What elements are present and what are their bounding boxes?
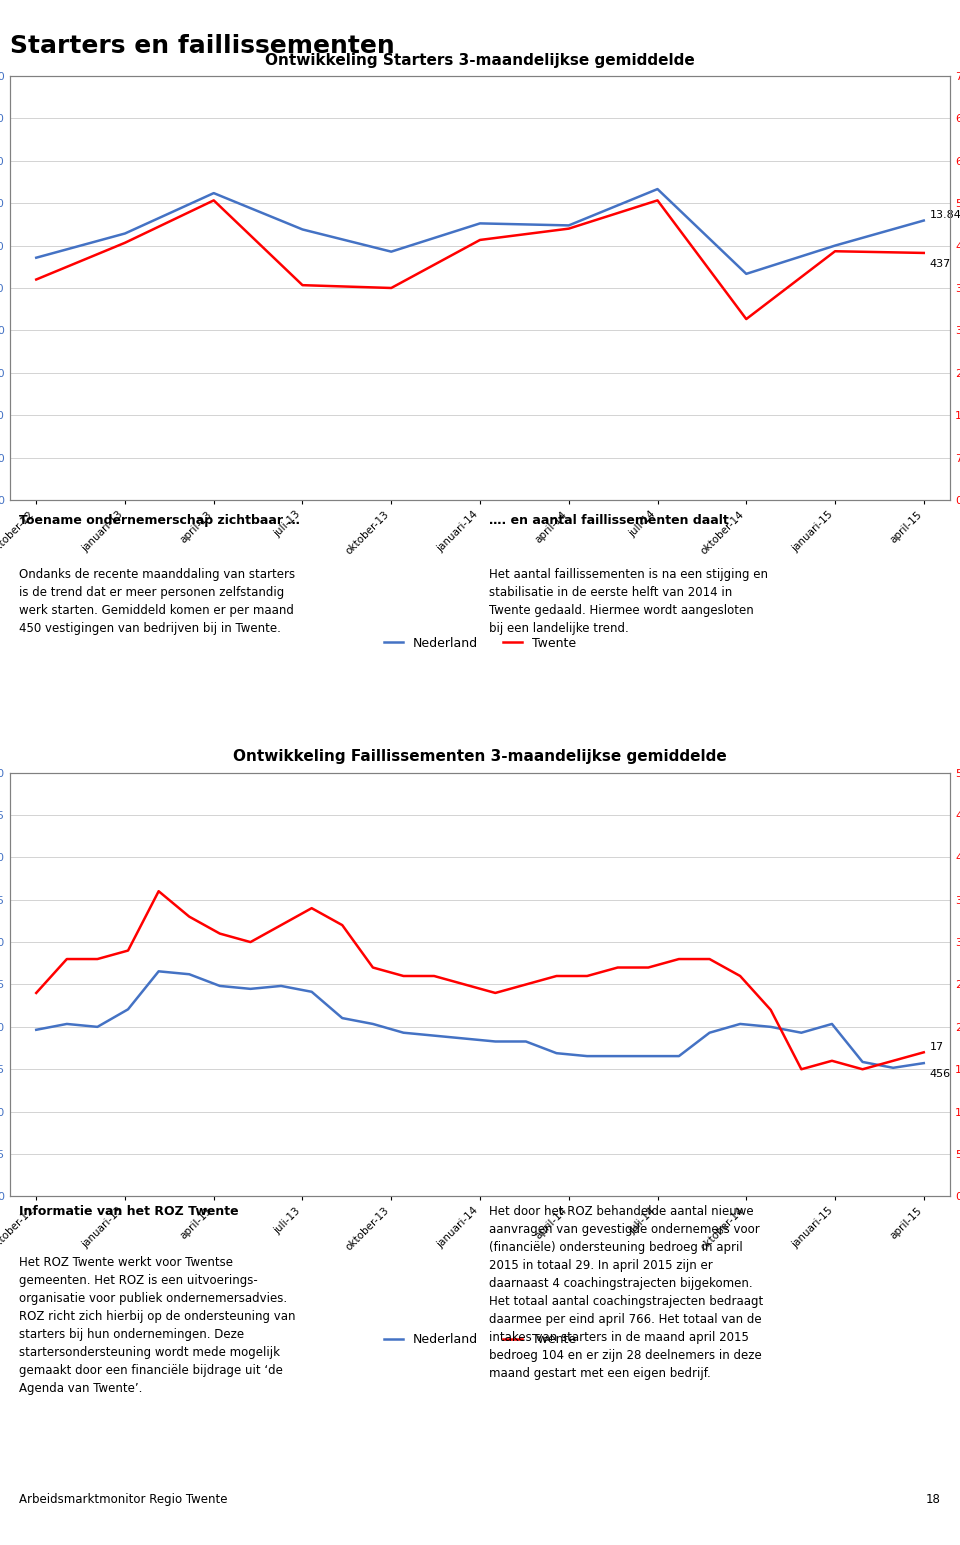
Text: Het aantal faillissementen is na een stijging en
stabilisatie in de eerste helft: Het aantal faillissementen is na een sti…: [490, 569, 768, 635]
Text: 13.842: 13.842: [929, 210, 960, 219]
Text: 18: 18: [926, 1492, 941, 1506]
Text: Arbeidsmarktmonitor Regio Twente: Arbeidsmarktmonitor Regio Twente: [19, 1492, 228, 1506]
Legend: Nederland, Twente: Nederland, Twente: [379, 1329, 581, 1352]
Text: 437: 437: [929, 260, 950, 269]
Title: Ontwikkeling Starters 3-maandelijkse gemiddelde: Ontwikkeling Starters 3-maandelijkse gem…: [265, 53, 695, 68]
Text: Informatie van het ROZ Twente: Informatie van het ROZ Twente: [19, 1205, 239, 1217]
Text: …. en aantal faillissementen daalt: …. en aantal faillissementen daalt: [490, 513, 730, 527]
Title: Ontwikkeling Faillissementen 3-maandelijkse gemiddelde: Ontwikkeling Faillissementen 3-maandelij…: [233, 749, 727, 765]
Text: 456: 456: [929, 1069, 950, 1078]
Text: Toename ondernemerschap zichtbaar …: Toename ondernemerschap zichtbaar …: [19, 513, 300, 527]
Text: Ondanks de recente maanddaling van starters
is de trend dat er meer personen zel: Ondanks de recente maanddaling van start…: [19, 569, 295, 635]
Text: 17: 17: [929, 1041, 944, 1052]
Text: Het door het ROZ behandelde aantal nieuwe
aanvragen van gevestigde ondernemers v: Het door het ROZ behandelde aantal nieuw…: [490, 1205, 763, 1380]
Legend: Nederland, Twente: Nederland, Twente: [379, 632, 581, 655]
Text: Het ROZ Twente werkt voor Twentse
gemeenten. Het ROZ is een uitvoerings-
organis: Het ROZ Twente werkt voor Twentse gemeen…: [19, 1256, 296, 1395]
Text: Starters en faillissementen: Starters en faillissementen: [10, 34, 395, 57]
